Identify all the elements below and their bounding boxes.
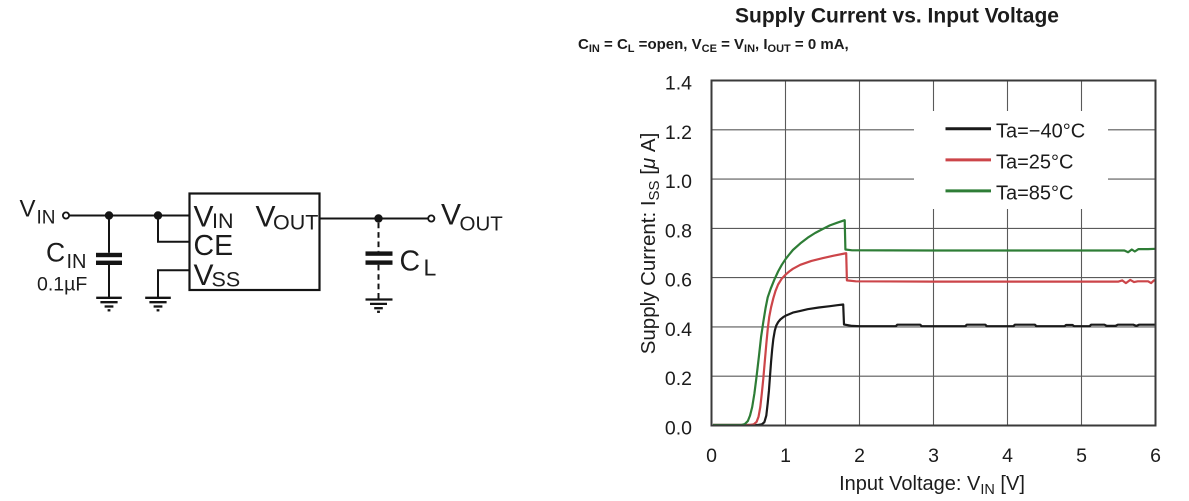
svg-text:1: 1 bbox=[780, 445, 791, 467]
svg-text:2: 2 bbox=[854, 445, 865, 467]
svg-text:Supply Current vs. Input Volta: Supply Current vs. Input Voltage bbox=[735, 5, 1059, 28]
svg-text:0.2: 0.2 bbox=[665, 368, 692, 390]
svg-text:OUT: OUT bbox=[460, 212, 504, 235]
svg-text:6: 6 bbox=[1150, 445, 1161, 467]
svg-text:Input Voltage: VIN [V]: Input Voltage: VIN [V] bbox=[839, 473, 1025, 498]
svg-text:V: V bbox=[256, 201, 276, 234]
svg-text:V: V bbox=[194, 259, 214, 292]
svg-text:1.0: 1.0 bbox=[665, 171, 692, 193]
svg-text:Ta=−40°C: Ta=−40°C bbox=[996, 121, 1085, 143]
svg-text:IN: IN bbox=[67, 251, 87, 273]
svg-text:V: V bbox=[20, 196, 36, 223]
svg-text:CE: CE bbox=[194, 230, 234, 262]
svg-text:0.1µF: 0.1µF bbox=[37, 274, 87, 296]
svg-text:3: 3 bbox=[928, 445, 939, 467]
svg-text:C: C bbox=[46, 238, 65, 268]
svg-text:V: V bbox=[194, 201, 214, 234]
svg-text:0.4: 0.4 bbox=[665, 319, 692, 341]
svg-text:SS: SS bbox=[212, 268, 241, 292]
svg-text:0.8: 0.8 bbox=[665, 220, 692, 242]
svg-text:L: L bbox=[424, 254, 437, 280]
svg-text:Supply Current: ISS [μ A]: Supply Current: ISS [μ A] bbox=[637, 133, 663, 355]
svg-text:5: 5 bbox=[1076, 445, 1087, 467]
svg-text:1.4: 1.4 bbox=[665, 73, 692, 95]
svg-text:Ta=25°C: Ta=25°C bbox=[996, 152, 1074, 174]
svg-text:C: C bbox=[400, 246, 421, 278]
svg-text:Ta=85°C: Ta=85°C bbox=[996, 183, 1074, 205]
svg-text:CIN = CL =open, VCE = VIN, IOU: CIN = CL =open, VCE = VIN, IOUT = 0 mA, bbox=[578, 36, 849, 55]
svg-text:IN: IN bbox=[37, 207, 56, 228]
svg-text:0.6: 0.6 bbox=[665, 270, 692, 292]
svg-text:0: 0 bbox=[706, 445, 717, 467]
svg-text:OUT: OUT bbox=[273, 210, 318, 234]
svg-text:V: V bbox=[441, 199, 461, 232]
svg-text:1.2: 1.2 bbox=[665, 122, 692, 144]
svg-text:0.0: 0.0 bbox=[665, 418, 692, 440]
svg-text:4: 4 bbox=[1002, 445, 1013, 467]
svg-text:IN: IN bbox=[212, 209, 234, 233]
